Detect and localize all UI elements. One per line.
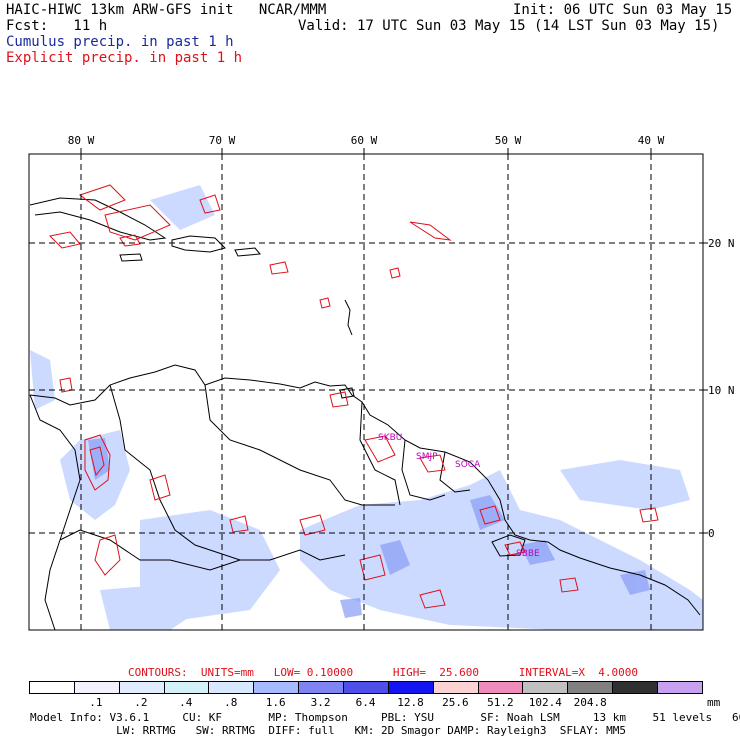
color-bar [29, 681, 703, 694]
lat-lon-grid [29, 154, 703, 630]
forecast-hour: Fcst: 11 h [6, 18, 108, 34]
lon-label-60w: 60 W [351, 134, 378, 147]
lon-label-80w: 80 W [68, 134, 95, 147]
explicit-legend: Explicit precip. in past 1 h [6, 50, 243, 66]
contour-info: CONTOURS: UNITS=mm LOW= 0.10000 HIGH= 25… [128, 666, 638, 679]
station-label: SBBE [516, 549, 540, 559]
model-info-line1: Model Info: V3.6.1 CU: KF MP: Thompson P… [30, 711, 740, 724]
map-frame [28, 153, 704, 631]
color-bar-label: 51.2 [487, 696, 514, 709]
color-bar-swatch [299, 682, 345, 693]
model-info-line2: LW: RRTMG SW: RRTMG DIFF: full KM: 2D Sm… [30, 724, 627, 737]
color-bar-label: .2 [134, 696, 148, 709]
valid-time: Valid: 17 UTC Sun 03 May 15 (14 LST Sun … [298, 18, 720, 34]
color-bar-label: .4 [179, 696, 193, 709]
station-label: SOCA [455, 460, 481, 470]
color-bar-swatch [344, 682, 389, 693]
color-bar-swatch [523, 682, 569, 693]
lat-label-10n: 10 N [708, 384, 735, 397]
color-bar-label: .8 [224, 696, 238, 709]
color-bar-label: 102.4 [528, 696, 562, 709]
color-bar-swatch [478, 682, 524, 693]
color-bar-swatch [74, 682, 120, 693]
init-time: Init: 06 UTC Sun 03 May 15 [513, 2, 733, 18]
station-label: SMJP [416, 452, 438, 462]
color-bar-swatch [613, 682, 659, 693]
cumulus-legend: Cumulus precip. in past 1 h [6, 34, 234, 50]
color-bar-label: 1.6 [265, 696, 286, 709]
model-info: Model Info: V3.6.1 CU: KF MP: Thompson P… [30, 711, 740, 737]
color-bar-label: 3.2 [310, 696, 331, 709]
color-bar-swatch [658, 682, 702, 693]
color-bar-label: 204.8 [573, 696, 607, 709]
coastlines [29, 197, 701, 630]
color-bar-swatch [119, 682, 165, 693]
color-bar-label: 12.8 [397, 696, 424, 709]
station-label: SKBU [378, 433, 402, 443]
explicit-precip-contours [48, 184, 659, 609]
color-bar-swatch [209, 682, 255, 693]
color-bar-swatch [30, 682, 75, 693]
plot-title: HAIC-HIWC 13km ARW-GFS init NCAR/MMM [6, 2, 327, 18]
color-bar-swatch [254, 682, 300, 693]
color-bar-units: mm [707, 696, 721, 709]
lat-label-20n: 20 N [708, 237, 735, 250]
color-bar-swatch [388, 682, 434, 693]
color-bar-label: 6.4 [355, 696, 376, 709]
cumulus-precip-field [30, 185, 703, 630]
color-bar-swatch [568, 682, 614, 693]
lon-label-50w: 50 W [495, 134, 522, 147]
color-bar-swatch [433, 682, 479, 693]
lon-label-40w: 40 W [638, 134, 665, 147]
lon-label-70w: 70 W [209, 134, 236, 147]
color-bar-label: .1 [89, 696, 103, 709]
lat-label-eq: 0 [708, 527, 715, 540]
color-bar-label: 25.6 [442, 696, 469, 709]
color-bar-swatch [164, 682, 210, 693]
